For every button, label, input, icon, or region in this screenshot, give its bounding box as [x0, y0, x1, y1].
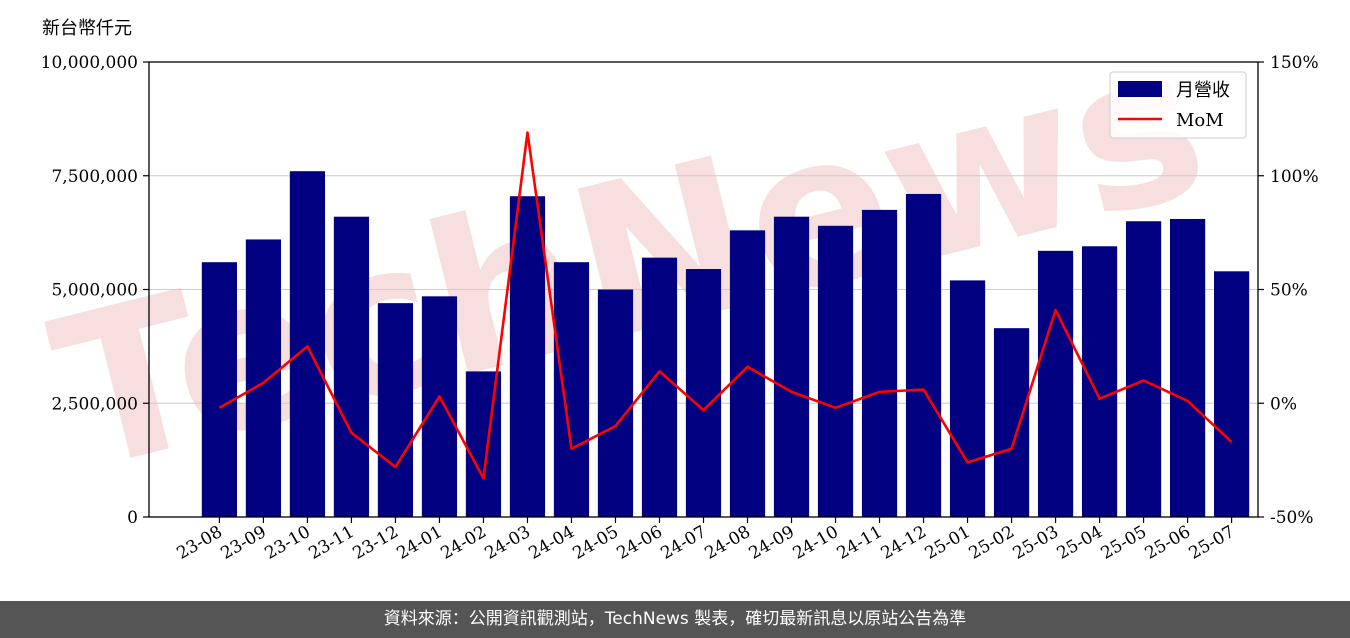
x-tick-label: 24-11	[834, 522, 886, 564]
revenue-bar	[1125, 221, 1162, 517]
x-tick-label: 23-11	[305, 522, 357, 564]
revenue-bar	[597, 289, 634, 517]
revenue-bar	[949, 280, 986, 517]
right-tick-label: 50%	[1270, 281, 1308, 301]
x-tick-label: 24-05	[570, 522, 622, 564]
x-tick-label: 25-07	[1186, 522, 1238, 564]
right-tick-label: 150%	[1270, 53, 1319, 73]
revenue-bar	[817, 225, 854, 518]
right-tick-label: 100%	[1270, 167, 1319, 187]
x-tick-label: 23-08	[173, 522, 225, 564]
revenue-bar	[685, 269, 722, 517]
revenue-bar	[245, 239, 282, 517]
revenue-bar	[421, 296, 458, 517]
revenue-bar	[465, 371, 502, 517]
x-tick-label: 23-12	[349, 522, 401, 564]
mom-line-series	[218, 131, 1233, 480]
revenue-bar	[377, 303, 414, 517]
revenue-bar	[509, 196, 546, 517]
source-footer: 資料來源：公開資訊觀測站，TechNews 製表，確切最新訊息以原站公告為準	[0, 601, 1350, 638]
right-tick-label: 0%	[1270, 394, 1297, 414]
revenue-bar	[905, 193, 942, 517]
legend-label-revenue: 月營收	[1176, 80, 1230, 101]
revenue-bar	[553, 262, 590, 517]
x-tick-label: 24-03	[482, 522, 534, 564]
y-axis-unit-label: 新台幣仟元	[42, 18, 132, 39]
x-tick-label: 25-05	[1098, 522, 1150, 564]
revenue-bar	[1081, 246, 1118, 517]
revenue-bar	[201, 262, 238, 517]
revenue-bar	[993, 328, 1030, 517]
legend-swatch-revenue	[1118, 81, 1162, 97]
x-tick-label: 24-02	[438, 522, 490, 564]
revenue-bar	[773, 216, 810, 517]
legend-label-mom: MoM	[1176, 110, 1224, 131]
bar-series	[201, 171, 1250, 518]
left-tick-label: 0	[127, 508, 138, 528]
revenue-bar	[861, 209, 898, 517]
x-tick-label: 25-04	[1054, 522, 1106, 564]
revenue-bar	[1037, 250, 1074, 517]
right-tick-label: -50%	[1270, 508, 1314, 528]
revenue-bar	[289, 171, 326, 517]
x-tick-label: 24-06	[614, 522, 666, 564]
x-tick-label: 24-01	[394, 522, 446, 564]
x-tick-label: 25-02	[966, 522, 1018, 564]
x-axis-ticks: 23-0823-0923-1023-1123-1224-0124-0224-03…	[173, 517, 1238, 564]
x-tick-label: 24-07	[658, 522, 710, 564]
x-tick-label: 25-01	[922, 522, 974, 564]
x-tick-label: 23-09	[217, 522, 269, 564]
left-axis-ticks: 0 2,500,000 5,000,000 7,500,000 10,000,000	[41, 53, 149, 528]
x-tick-label: 24-10	[790, 522, 842, 564]
x-tick-label: 24-04	[526, 522, 578, 564]
revenue-bar	[1213, 271, 1250, 517]
revenue-bar	[1169, 218, 1206, 517]
x-tick-label: 25-03	[1010, 522, 1062, 564]
mom-line	[218, 131, 1233, 480]
left-tick-label: 5,000,000	[51, 281, 138, 301]
x-tick-label: 23-10	[261, 522, 313, 564]
legend: 月營收 MoM	[1109, 71, 1247, 139]
x-tick-label: 24-12	[878, 522, 930, 564]
x-tick-label: 24-09	[746, 522, 798, 564]
right-axis-ticks: -50% 0% 50% 100% 150%	[1258, 53, 1319, 528]
revenue-bar	[333, 216, 370, 517]
left-tick-label: 7,500,000	[51, 167, 138, 187]
x-tick-label: 25-06	[1142, 522, 1194, 564]
x-tick-label: 24-08	[702, 522, 754, 564]
left-tick-label: 2,500,000	[51, 394, 138, 414]
left-tick-label: 10,000,000	[41, 53, 138, 73]
